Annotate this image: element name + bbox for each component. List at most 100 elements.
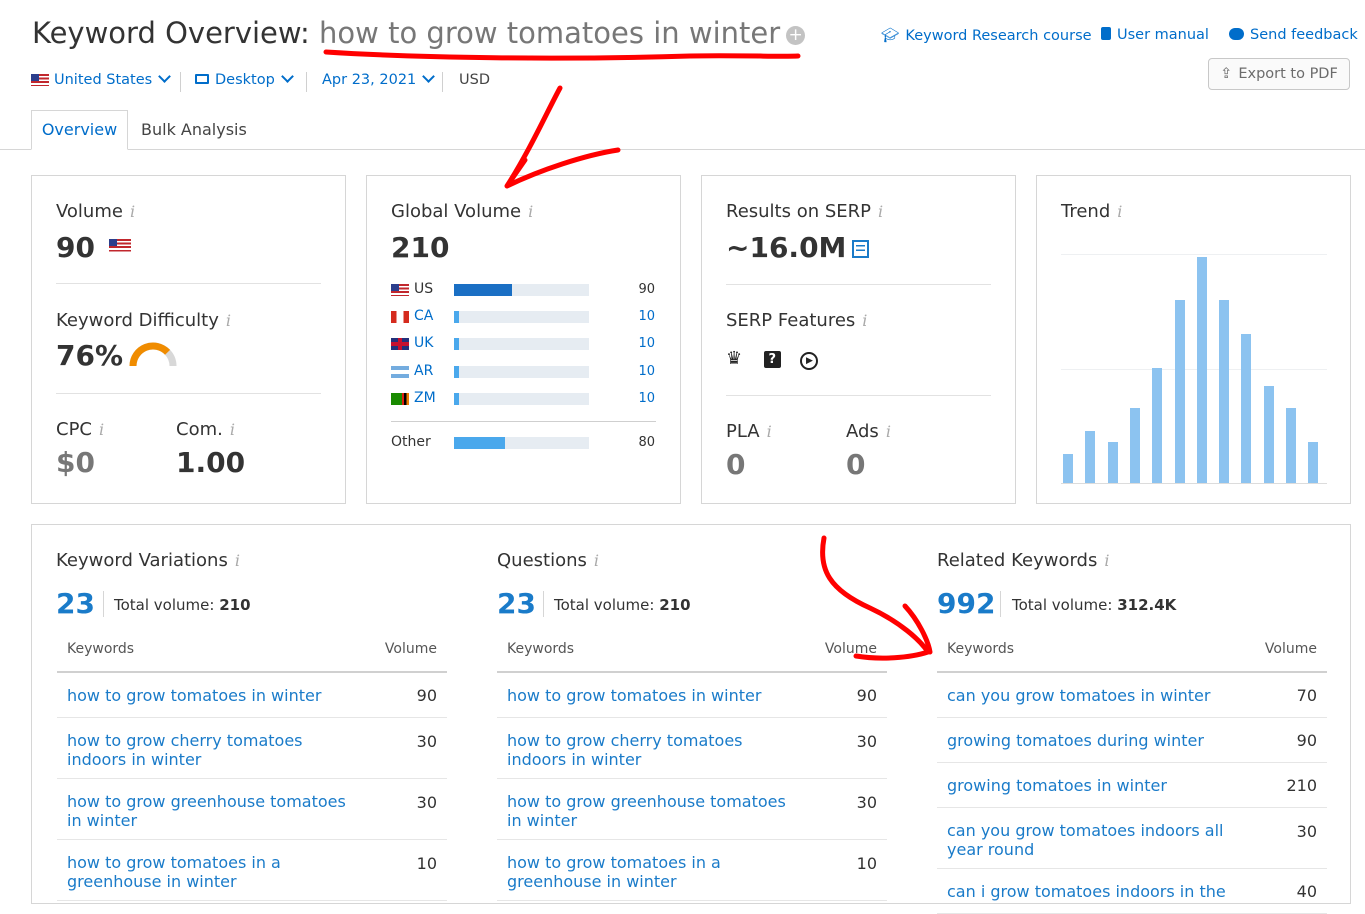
info-icon[interactable]: i [234,551,240,570]
keyword-link[interactable]: can you grow tomatoes indoors all year r… [947,821,1224,859]
trend-bar[interactable] [1308,442,1319,483]
info-icon[interactable]: i [766,422,772,441]
trend-bar[interactable] [1241,334,1252,483]
keyword-link[interactable]: how to grow tomatoes in a greenhouse in … [507,853,721,891]
keyword-link[interactable]: growing tomatoes during winter [947,731,1204,750]
info-icon[interactable]: i [528,202,534,221]
export-pdf-button[interactable]: ⇪ Export to PDF [1208,58,1350,90]
info-icon[interactable]: i [129,202,136,221]
date-select[interactable]: Apr 23, 2021 [322,70,436,88]
trend-bar[interactable] [1286,408,1296,483]
keyword-link[interactable]: how to grow greenhouse tomatoes in winte… [67,792,346,830]
col-volume[interactable]: Volume [1264,641,1317,657]
country-row-uk[interactable]: UK 10 [391,335,655,353]
uk-flag-icon [391,338,409,350]
volume-bar [454,284,589,296]
volume-bar [454,311,589,323]
col-keywords[interactable]: Keywords [67,641,135,657]
country-row-us: US 90 [391,281,655,299]
serp-snapshot-icon[interactable] [852,240,870,258]
variations-total: Total volume: 210 [114,596,251,614]
cpc-value: $0 [56,446,95,479]
keyword-link[interactable]: growing tomatoes in winter [947,776,1167,795]
trend-bar[interactable] [1063,454,1073,483]
col-keywords[interactable]: Keywords [947,641,1015,657]
info-icon[interactable]: i [99,420,105,439]
com-label: Com. i [176,419,235,440]
keyword-link[interactable]: how to grow cherry tomatoes indoors in w… [67,731,303,769]
col-volume[interactable]: Volume [384,641,437,657]
kd-gauge-icon [129,342,177,367]
send-feedback-link[interactable]: Send feedback [1229,27,1358,43]
volume-bar [454,393,589,405]
keyword-link[interactable]: how to grow tomatoes in winter [67,686,322,705]
volume-value: 30 [416,732,437,751]
keyword-research-course-link[interactable]: 🎓︎ Keyword Research course [881,28,1092,44]
trend-bar[interactable] [1174,300,1185,483]
zambia-flag-icon [391,393,409,405]
related-count[interactable]: 992 [937,587,996,620]
table-row: how to grow tomatoes in a greenhouse in … [57,840,447,901]
ads-label: Ads i [846,421,891,442]
user-manual-link[interactable]: User manual [1101,27,1209,43]
volume-value: 90 [1296,731,1317,750]
trend-bar[interactable] [1085,431,1096,483]
info-icon[interactable]: i [225,311,232,330]
country-select[interactable]: United States [31,70,172,88]
table-row: can i grow tomatoes indoors in the 40 [937,869,1327,914]
country-row-zm[interactable]: ZM 10 [391,390,655,408]
keyword-link[interactable]: how to grow tomatoes in a greenhouse in … [67,853,281,891]
keyword-link[interactable]: how to grow cherry tomatoes indoors in w… [507,731,743,769]
info-icon[interactable]: i [862,311,868,330]
title-prefix: Keyword Overview: [32,16,310,50]
info-icon[interactable]: i [1104,551,1110,570]
questions-count[interactable]: 23 [497,587,536,620]
country-row-ca[interactable]: CA 10 [391,308,655,326]
country-row-ar[interactable]: AR 10 [391,363,655,381]
results-on-serp-value: ~16.0M [726,231,870,264]
question-icon[interactable]: ? [763,351,781,368]
trend-bar[interactable] [1129,408,1140,483]
table-row: how to grow cherry tomatoes indoors in w… [57,718,447,779]
us-flag-icon [108,239,131,253]
trend-bar[interactable] [1263,386,1274,483]
info-icon[interactable]: i [1117,202,1123,221]
tab-overview[interactable]: Overview [31,110,128,150]
keyword-link[interactable]: how to grow greenhouse tomatoes in winte… [507,792,786,830]
volume-card: Volume i 90 Keyword Difficulty i 76% CPC i … [31,175,346,504]
trend-bar[interactable] [1107,442,1118,483]
divider [442,72,443,92]
trend-bar[interactable] [1219,300,1230,483]
desktop-icon [195,74,209,84]
info-icon[interactable]: i [593,551,600,570]
divider [726,284,991,285]
trend-bar[interactable] [1152,368,1163,483]
divider [306,72,307,92]
add-keyword-icon[interactable]: + [786,25,806,45]
table-row: can you grow tomatoes in winter 70 [937,673,1327,718]
keyword-link[interactable]: can you grow tomatoes in winter [947,686,1211,705]
table-row: how to grow greenhouse tomatoes in winte… [497,779,887,840]
table-row: how to grow tomatoes in winter 90 [57,673,447,718]
keyword-link[interactable]: how to grow tomatoes in winter [507,686,762,705]
table-header: Keywords Volume [57,637,447,673]
divider [391,421,656,422]
variations-count[interactable]: 23 [56,587,95,620]
info-icon[interactable]: i [885,422,891,441]
info-icon[interactable]: i [878,202,884,221]
keyword-link[interactable]: can i grow tomatoes indoors in the [947,882,1226,901]
col-volume[interactable]: Volume [824,641,877,657]
pla-value: 0 [726,448,746,481]
tab-bulk-analysis[interactable]: Bulk Analysis [141,120,247,139]
table-row: growing tomatoes in winter 210 [937,763,1327,808]
divider [543,591,544,617]
play-icon[interactable]: ▶ [800,352,819,370]
volume-value: 210 [1286,776,1317,795]
device-select[interactable]: Desktop [195,70,294,88]
volume-value: 10 [416,854,437,873]
gridline [1061,369,1327,370]
trend-bar[interactable] [1196,257,1207,483]
info-icon[interactable]: i [229,420,235,439]
col-keywords[interactable]: Keywords [507,641,575,657]
crown-icon[interactable]: ♛ [726,348,743,369]
